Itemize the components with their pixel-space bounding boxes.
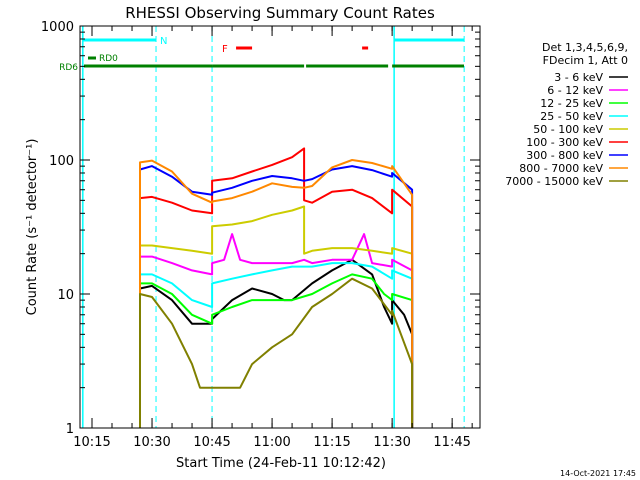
y-tick-label: 100 [49, 154, 74, 169]
x-tick-label: 11:00 [253, 435, 290, 450]
y-axis-label: Count Rate (s⁻¹ detector⁻¹) [25, 139, 40, 316]
legend-label: 6 - 12 keV [547, 84, 603, 97]
series-line-8 [139, 159, 414, 428]
series-line-6 [139, 147, 414, 428]
x-axis-label: Start Time (24-Feb-11 10:12:42) [176, 456, 386, 471]
x-tick-label: 10:15 [73, 435, 110, 450]
legend-label: 12 - 25 keV [540, 97, 603, 110]
legend-header: FDecim 1, Att 0 [543, 54, 628, 67]
series-line-7 [139, 165, 414, 428]
series-line-9 [139, 277, 414, 428]
legend-label: 100 - 300 keV [526, 136, 603, 149]
x-tick-label: 11:30 [373, 435, 410, 450]
legend-label: 7000 - 15000 keV [505, 175, 603, 188]
legend-label: 25 - 50 keV [540, 110, 603, 123]
legend-label: 300 - 800 keV [526, 149, 603, 162]
x-tick-label: 10:45 [193, 435, 230, 450]
series-line-5 [139, 205, 414, 428]
footer-timestamp: 14-Oct-2021 17:45 [560, 469, 636, 478]
legend-label: 3 - 6 keV [554, 71, 603, 84]
x-tick-label: 11:45 [433, 435, 470, 450]
rd6-label: RD6 [59, 63, 78, 73]
series-line-3 [139, 273, 414, 428]
legend-header: Det 1,3,4,5,6,9, [542, 41, 628, 54]
chart-title: RHESSI Observing Summary Count Rates [125, 4, 435, 22]
night-label: N [160, 36, 167, 47]
rd0-label: RD0 [99, 54, 118, 64]
legend-label: 50 - 100 keV [533, 123, 603, 136]
flare-label: F [222, 44, 228, 55]
y-tick-label: 1000 [41, 20, 74, 35]
y-tick-label: 1 [66, 422, 74, 437]
y-tick-label: 10 [57, 288, 74, 303]
x-tick-label: 10:30 [133, 435, 170, 450]
series-line-4 [139, 262, 414, 428]
plot-frame [79, 25, 481, 429]
legend-label: 800 - 7000 keV [519, 162, 603, 175]
series-line-2 [139, 233, 414, 428]
x-tick-label: 11:15 [313, 435, 350, 450]
